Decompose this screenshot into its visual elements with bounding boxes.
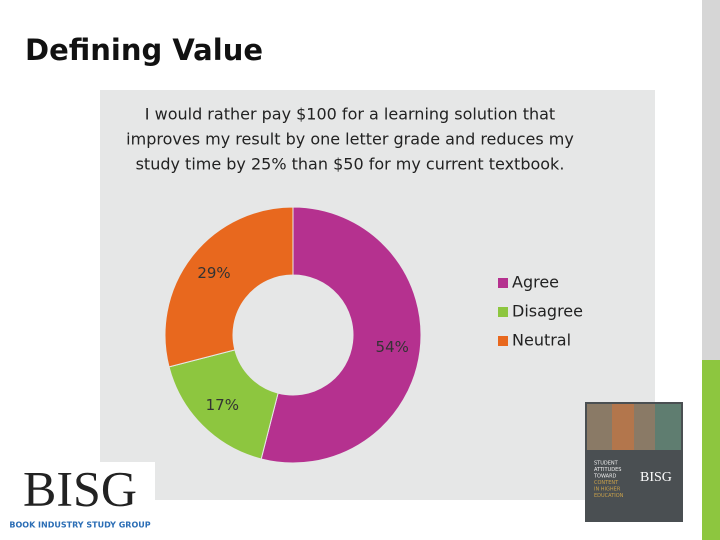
data-label: 54% (376, 338, 409, 356)
chart-title: study time by 25% than $50 for my curren… (136, 155, 565, 174)
cover-photo-part (655, 404, 681, 450)
logo-tagline: BOOK INDUSTRY STUDY GROUP (9, 521, 150, 530)
cover-line: EDUCATION (594, 493, 624, 499)
chart-title: I would rather pay $100 for a learning s… (145, 105, 555, 124)
data-label: 29% (197, 264, 230, 282)
logo-box (0, 462, 155, 537)
donut-slice (164, 206, 294, 368)
data-label: 17% (206, 396, 239, 414)
logo-name: BISG (23, 460, 137, 516)
cover-line: CONTENT (594, 480, 619, 486)
legend-swatch (498, 307, 508, 317)
legend-label: Disagree (512, 302, 583, 321)
chart-title: improves my result by one letter grade a… (126, 130, 574, 149)
cover-line: TOWARD (593, 474, 617, 480)
side-bar-green (702, 360, 720, 540)
chart: I would rather pay $100 for a learning s… (126, 105, 583, 464)
donut-slice (260, 206, 422, 464)
legend-label: Neutral (512, 331, 571, 350)
cover-line: STUDENT (594, 461, 619, 467)
slide-title: Defining Value (25, 33, 263, 67)
cover-brand: BISG (640, 470, 672, 485)
legend-swatch (498, 278, 508, 288)
cover-line: IN HIGHER (594, 487, 621, 493)
legend-label: Agree (512, 273, 559, 292)
side-bar-gray (702, 0, 720, 360)
book-cover (585, 402, 683, 522)
cover-photo-part (612, 404, 634, 450)
legend-swatch (498, 336, 508, 346)
donut-slice (168, 349, 279, 460)
cover-line: ATTITUDES (594, 467, 621, 473)
